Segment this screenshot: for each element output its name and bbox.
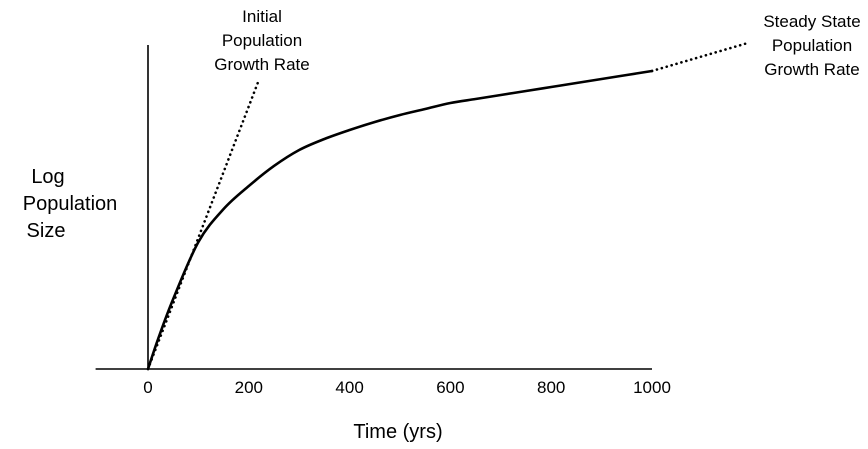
population-growth-curve [146, 69, 654, 371]
x-tick-label: 600 [436, 378, 464, 397]
x-tick-label: 200 [235, 378, 263, 397]
x-axis-title: Time (yrs) [353, 421, 442, 443]
y-axis-title-line-3: Size [27, 220, 66, 242]
steady-state-annotation-line-2: Population [772, 36, 852, 55]
x-tick-label: 0 [143, 378, 152, 397]
axes [95, 45, 652, 370]
y-axis-title-line-2: Population [23, 193, 118, 215]
initial-rate-annotation-line-2: Population [222, 31, 302, 50]
initial-rate-annotation-line-3: Growth Rate [214, 55, 309, 74]
steady-state-annotation-line-1: Steady State [763, 12, 860, 31]
steady-state-growth-rate-line [650, 41, 750, 73]
x-tick-label: 400 [335, 378, 363, 397]
x-tick-label: 800 [537, 378, 565, 397]
x-tick-label: 1000 [633, 378, 671, 397]
steady-state-annotation-line-3: Growth Rate [764, 60, 859, 79]
x-ticks: 0 200 400 600 800 1000 [143, 378, 671, 397]
initial-growth-rate-line [146, 78, 261, 371]
initial-rate-annotation-line-1: Initial [242, 7, 282, 26]
curves [146, 41, 750, 371]
y-axis-title-line-1: Log [31, 166, 64, 188]
